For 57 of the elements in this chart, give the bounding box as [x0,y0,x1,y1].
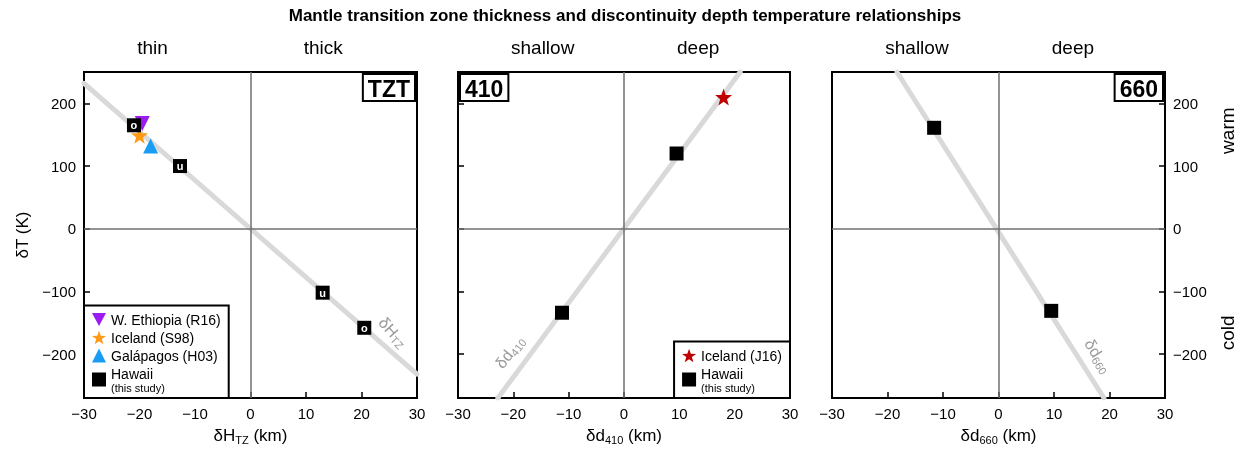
text: δHTZ [375,313,407,352]
text: deep [677,37,720,58]
y-tick-label: 0 [67,220,76,238]
x-tick-label: 10 [297,405,315,422]
data-label: u [176,160,184,173]
legend-label: Iceland (S98) [111,329,195,346]
text: cold [1216,315,1238,351]
legend-label: W. Ethiopia (R16) [111,311,221,328]
legend-label: Hawaii (this study) [111,365,165,394]
x-tick-label: 30 [408,405,426,422]
y-tick-label: −200 [42,345,76,363]
y2-tick-label: 200 [1173,94,1199,112]
x-tick-label: −20 [126,405,153,422]
text: δd410 [492,336,529,372]
x-tick-label: 30 [781,405,799,422]
x-tick-label: −30 [445,405,471,422]
y2-tick-label: −100 [1173,282,1207,300]
legend-label: Hawaii (this study) [701,365,755,394]
x-tick-label: 0 [619,405,629,422]
y2-tick-label: −200 [1173,345,1207,363]
x-tick-label: 20 [726,405,744,422]
text: deep [1051,37,1095,58]
x-tick-label: −20 [500,405,527,422]
x-tick-label: −20 [874,405,901,422]
annotation: TZT [367,75,411,102]
y2-tick-label: 0 [1173,220,1182,238]
x-tick-label: 10 [670,405,688,422]
x-tick-label: −30 [819,405,845,422]
x-tick-label: 20 [1101,405,1118,422]
x-tick-label: −30 [71,405,97,422]
x-tick-label: 10 [1045,405,1063,422]
x-tick-label: −10 [555,405,582,422]
data-label: u [319,286,327,299]
x-tick-label: 30 [1156,405,1174,422]
data-label: o [130,119,138,132]
legend-label: Galápagos (H03) [111,347,218,364]
annotation: 410 [465,75,504,102]
text: thin [137,37,168,58]
text: Mantle transition zone thickness and discontinuity depth temperature relationships [287,6,963,26]
text: thick [303,37,344,58]
legend-label: Iceland (J16) [701,347,783,364]
y-tick-label: 200 [50,94,76,112]
text: shallow [885,37,949,58]
y-tick-label: −100 [42,282,76,300]
data-label: o [360,321,368,334]
y-axis-title: δT (K) [13,211,33,259]
x-tick-label: 20 [353,405,370,422]
x-tick-label: 0 [246,405,255,422]
text: warm [1216,107,1238,155]
y-tick-label: 100 [50,157,76,175]
text: δd660 [1081,336,1110,377]
annotation: 660 [1119,75,1158,102]
x-tick-label: −10 [182,405,208,422]
text: shallow [511,37,575,58]
y2-tick-label: 100 [1173,157,1199,175]
x-tick-label: 0 [994,405,1003,422]
x-tick-label: −10 [930,405,956,422]
